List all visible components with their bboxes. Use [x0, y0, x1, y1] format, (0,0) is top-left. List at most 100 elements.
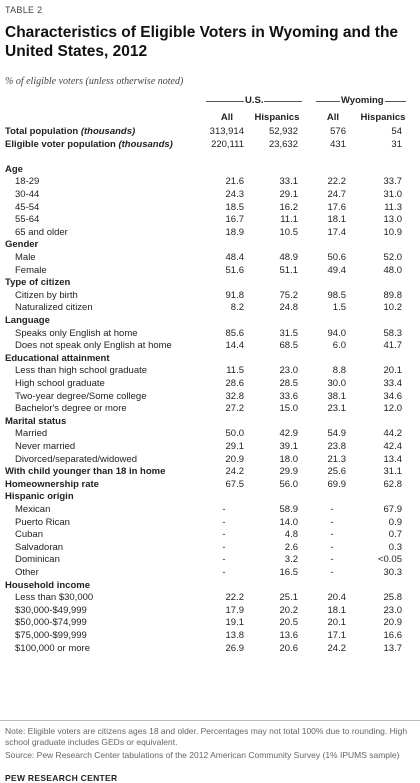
cell-value: 21.6	[225, 176, 245, 188]
cell-value: 42.9	[279, 428, 299, 440]
row-label-text: Total population	[5, 126, 79, 137]
table-row: 45-54 18.5 16.2 17.6 11.3	[0, 202, 420, 214]
cell-value: 42.4	[383, 441, 403, 452]
subtitle: % of eligible voters (unless otherwise n…	[5, 76, 184, 87]
row-heading: With child younger than 18 in home	[5, 466, 205, 478]
cell-value: 33.4	[383, 378, 403, 389]
brand-label: PEW RESEARCH CENTER	[5, 773, 118, 783]
cell-value: 23,632	[268, 138, 298, 150]
row-label-text: $50,000-$74,999	[15, 617, 87, 629]
cell-value: 48.4	[225, 252, 245, 263]
cell-value: 13.8	[225, 630, 245, 641]
cell-value: 52.0	[383, 252, 403, 263]
cell-value: 20.4	[327, 592, 347, 604]
cell-value: 20.2	[279, 604, 299, 616]
row-label-text: Hispanic origin	[5, 491, 74, 503]
cell-value: 51.1	[279, 264, 299, 276]
table-label: TABLE 2	[5, 5, 43, 15]
row-label: Mexican	[5, 504, 215, 516]
cell-value: 14.0	[279, 516, 299, 528]
cell-value: <0.05	[377, 554, 402, 566]
table-row: Does not speak only English at home 14.4 6…	[0, 340, 420, 352]
cell-value: 24.2	[327, 642, 347, 654]
table-row: Never married 29.1 39.1 23.8 42.4	[0, 441, 420, 453]
row-label-text: Marital status	[5, 415, 67, 427]
row-label: $100,000 or more	[5, 643, 215, 655]
cell-value: 38.1	[327, 390, 347, 402]
row-label-text: Language	[5, 315, 50, 326]
cell-value: 30.0	[327, 378, 347, 389]
row-label: Naturalized citizen	[5, 302, 215, 314]
cell-value: 23.1	[327, 403, 347, 415]
table-row: Citizen by birth 91.8 75.2 98.5 89.8	[0, 290, 420, 302]
table-row: Other - 16.5 - 30.3	[0, 567, 420, 579]
cell-value: 431	[330, 138, 346, 150]
cell-value: 56.0	[279, 478, 299, 490]
cell-value: 13.0	[383, 214, 403, 226]
table-row: Educational attainment	[0, 353, 420, 365]
row-label: Married	[5, 428, 215, 440]
cell-value: 16.5	[279, 567, 299, 578]
cell-value: 220,111	[211, 138, 244, 150]
cell-value: 0.9	[388, 516, 402, 528]
cell-value: 19.1	[225, 617, 245, 629]
cell-value: 30.3	[383, 567, 403, 578]
row-label: Salvadoran	[5, 542, 215, 554]
cell-value: 29.1	[279, 189, 299, 200]
table-row: Less than high school graduate 11.5 23.0 8.…	[0, 365, 420, 377]
row-heading: Household income	[5, 580, 205, 592]
row-heading: Marital status	[5, 416, 205, 428]
cell-value: -	[330, 554, 334, 566]
row-heading: Gender	[5, 239, 205, 251]
cell-value: 29.9	[279, 466, 299, 478]
row-label-text: Type of citizen	[5, 277, 71, 289]
row-label: Divorced/separated/widowed	[5, 454, 215, 466]
row-label-unit: (thousands)	[118, 138, 173, 150]
cell-value: 50.0	[225, 428, 245, 440]
row-label-text: Household income	[5, 579, 90, 591]
cell-value: -	[330, 567, 334, 578]
cell-value: 28.5	[279, 378, 299, 389]
cell-value: 1.5	[332, 302, 346, 314]
table-row: Hispanic origin	[0, 491, 420, 503]
cell-value: 41.7	[383, 340, 403, 352]
footer-divider	[0, 720, 420, 721]
row-label-text: $30,000-$49,999	[15, 604, 87, 616]
cell-value: 33.7	[383, 176, 403, 188]
cell-value: 52,932	[268, 126, 298, 137]
row-label-text: 18-29	[15, 176, 40, 188]
row-label-text: Two-year degree/Some college	[15, 390, 147, 402]
table-row: Type of citizen	[0, 277, 420, 289]
table-row: Bachelor's degree or more 27.2 15.0 23.1 12.…	[0, 403, 420, 415]
table-row: Less than $30,000 22.2 25.1 20.4 25.8	[0, 592, 420, 604]
col-wy-hispanics: Hispanics	[360, 112, 406, 123]
row-label: Two-year degree/Some college	[5, 391, 215, 403]
table-row: Mexican - 58.9 - 67.9	[0, 504, 420, 516]
row-label: Bachelor's degree or more	[5, 403, 215, 415]
row-label-text: Eligible voter population	[5, 138, 116, 150]
cell-value: 20.5	[279, 617, 299, 629]
column-group-header: U.S. Wyoming	[0, 95, 420, 107]
row-label-text: $75,000-$99,999	[15, 630, 87, 641]
cell-value: 31.1	[383, 466, 403, 478]
cell-value: 12.0	[383, 403, 403, 415]
cell-value: 17.6	[327, 201, 347, 213]
table-row: Household income	[0, 580, 420, 592]
cell-value: 51.6	[225, 264, 245, 276]
cell-value: 49.4	[327, 264, 347, 276]
cell-value: -	[222, 504, 226, 515]
cell-value: 31	[391, 138, 402, 150]
table-row: Dominican - 3.2 - <0.05	[0, 554, 420, 566]
cell-value: 3.2	[284, 554, 298, 566]
table-row: With child younger than 18 in home 24.2 29…	[0, 466, 420, 478]
table-spacer	[0, 151, 420, 163]
cell-value: 39.1	[279, 441, 299, 452]
cell-value: 10.5	[279, 226, 299, 238]
cell-value: 33.1	[279, 176, 299, 188]
cell-value: 94.0	[327, 327, 347, 339]
row-label: $75,000-$99,999	[5, 630, 215, 642]
table-row: $50,000-$74,999 19.1 20.5 20.1 20.9	[0, 617, 420, 629]
cell-value: 31.0	[383, 189, 403, 200]
cell-value: 4.8	[284, 529, 298, 541]
cell-value: 25.1	[279, 592, 299, 604]
